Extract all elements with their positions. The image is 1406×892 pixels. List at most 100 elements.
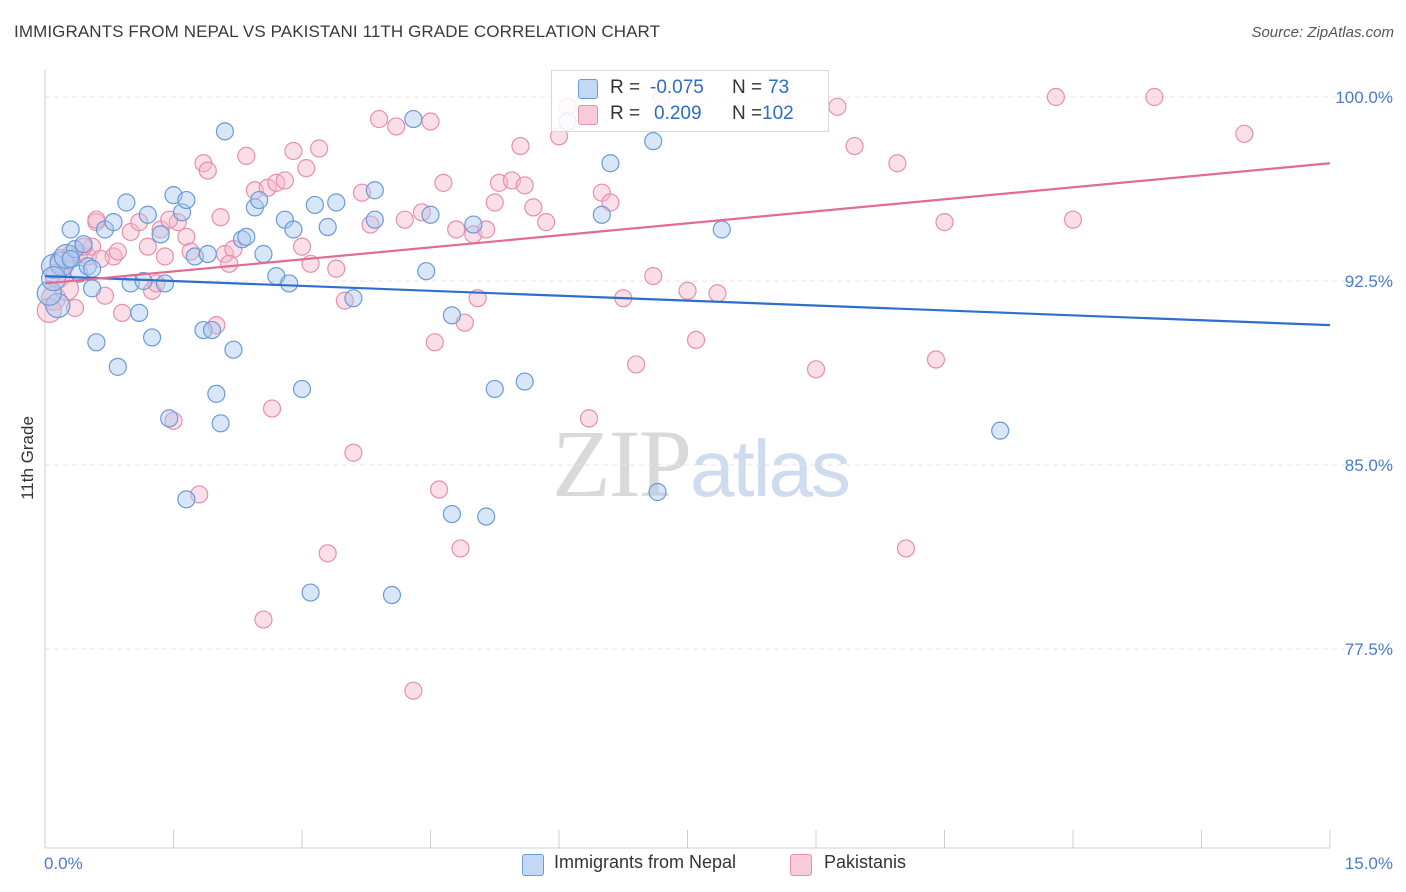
pakistanis-point: [220, 254, 239, 273]
nepal-point: [365, 210, 384, 229]
pakistanis-legend-label: Pakistanis: [824, 852, 907, 872]
nepal-point: [477, 507, 496, 526]
trend-lines: [44, 162, 1331, 327]
legend-row-pakistanis: R = 0.209 N = 102: [552, 101, 828, 127]
legend-r-value: -0.075: [650, 77, 704, 98]
nepal-point: [142, 328, 162, 347]
pakistanis-point: [468, 289, 487, 308]
nepal-point: [151, 225, 170, 244]
nepal-point: [87, 333, 106, 352]
pakistanis-point: [275, 171, 294, 190]
nepal-point: [215, 122, 234, 141]
nepal-point: [442, 306, 462, 325]
pakistanis-trend-line: [44, 162, 1331, 285]
pakistanis-point: [1063, 210, 1083, 229]
pakistanis-point: [262, 399, 282, 418]
x-tick-label-min: 0.0%: [44, 854, 83, 873]
nepal-point: [138, 205, 157, 224]
legend-r-label: R =: [610, 77, 641, 98]
pakistanis-point: [888, 154, 907, 173]
pakistanis-point: [601, 193, 620, 212]
pakistanis-point: [425, 333, 444, 352]
nepal-point: [592, 205, 611, 224]
nepal-point: [45, 292, 71, 319]
pakistanis-point: [395, 210, 414, 229]
pakistanis-point: [511, 136, 530, 156]
nepal-point: [344, 289, 363, 308]
nepal-point: [130, 303, 149, 322]
nepal-point: [254, 244, 273, 264]
nepal-point: [442, 504, 462, 524]
pakistanis-point: [65, 298, 85, 318]
nepal-point: [83, 259, 102, 278]
pakistanis-point: [451, 539, 470, 558]
grid-lines: [45, 96, 1395, 650]
nepal-swatch: [578, 79, 598, 99]
nepal-point: [74, 235, 93, 254]
pakistanis-point: [429, 480, 449, 499]
nepal-point: [207, 384, 226, 403]
y-tick-label: 92.5%: [1345, 272, 1393, 291]
nepal-point: [382, 585, 402, 605]
legend-n-value: 102: [762, 103, 794, 124]
nepal-point: [417, 262, 436, 281]
pakistanis-point: [626, 355, 646, 374]
pakistanis-point: [36, 297, 62, 324]
pakistanis-point: [237, 146, 256, 165]
pakistanis-point: [258, 178, 277, 197]
nepal-point: [108, 357, 127, 376]
watermark-zip: ZIP: [552, 410, 692, 517]
pakistanis-point: [177, 227, 196, 246]
nepal-point: [327, 193, 346, 212]
nepal-point: [284, 220, 303, 239]
pakistanis-point: [344, 443, 363, 462]
pakistanis-point: [524, 198, 543, 217]
nepal-point: [237, 227, 256, 246]
pakistanis-point: [112, 303, 132, 322]
pakistanis-point: [1046, 87, 1065, 107]
nepal-trend-line: [44, 274, 1331, 327]
correlation-legend: R = -0.075 N = 73 R = 0.209 N = 102: [551, 70, 829, 132]
pakistanis-point: [155, 247, 175, 266]
legend-n-value: 73: [768, 77, 790, 98]
pakistanis-point: [579, 409, 599, 428]
pakistanis-point: [935, 213, 954, 232]
nepal-legend-label: Immigrants from Nepal: [554, 852, 737, 872]
nepal-point: [421, 205, 440, 224]
nepal-point: [104, 213, 123, 232]
pakistanis-point: [708, 284, 727, 303]
pakistanis-point: [297, 159, 316, 178]
nepal-point: [65, 240, 85, 259]
pakistanis-point: [926, 350, 946, 369]
pakistanis-point: [421, 112, 440, 131]
legend-r-value: 0.209: [654, 103, 702, 124]
y-tick-label: 100.0%: [1335, 88, 1393, 107]
nepal-point: [712, 220, 731, 239]
nepal-point: [40, 265, 67, 292]
x-tick-label-max: 15.0%: [1345, 854, 1393, 873]
nepal-point: [155, 274, 175, 293]
pakistanis-point: [1235, 124, 1254, 143]
nepal-point: [177, 490, 196, 509]
pakistanis-point: [292, 237, 312, 256]
nepal-point: [117, 193, 136, 212]
nepal-point: [224, 340, 243, 359]
source-label: Source: ZipAtlas.com: [1251, 24, 1394, 41]
pakistanis-point: [211, 208, 230, 227]
nepal-point: [177, 190, 196, 210]
pakistanis-point: [404, 681, 423, 700]
pakistanis-swatch: [578, 105, 598, 125]
y-tick-label: 77.5%: [1345, 640, 1393, 659]
watermark: ZIPatlas: [552, 408, 851, 519]
nepal-point: [61, 220, 80, 239]
pakistanis-point: [310, 139, 329, 158]
pakistanis-point: [485, 193, 504, 212]
pakistanis-point: [447, 220, 466, 239]
nepal-point: [515, 372, 534, 391]
pakistanis-point: [515, 176, 534, 195]
pakistanis-point: [108, 242, 127, 261]
pakistanis-point: [284, 141, 303, 161]
nepal-point: [601, 154, 620, 173]
legend-n-label: N =: [732, 77, 763, 98]
